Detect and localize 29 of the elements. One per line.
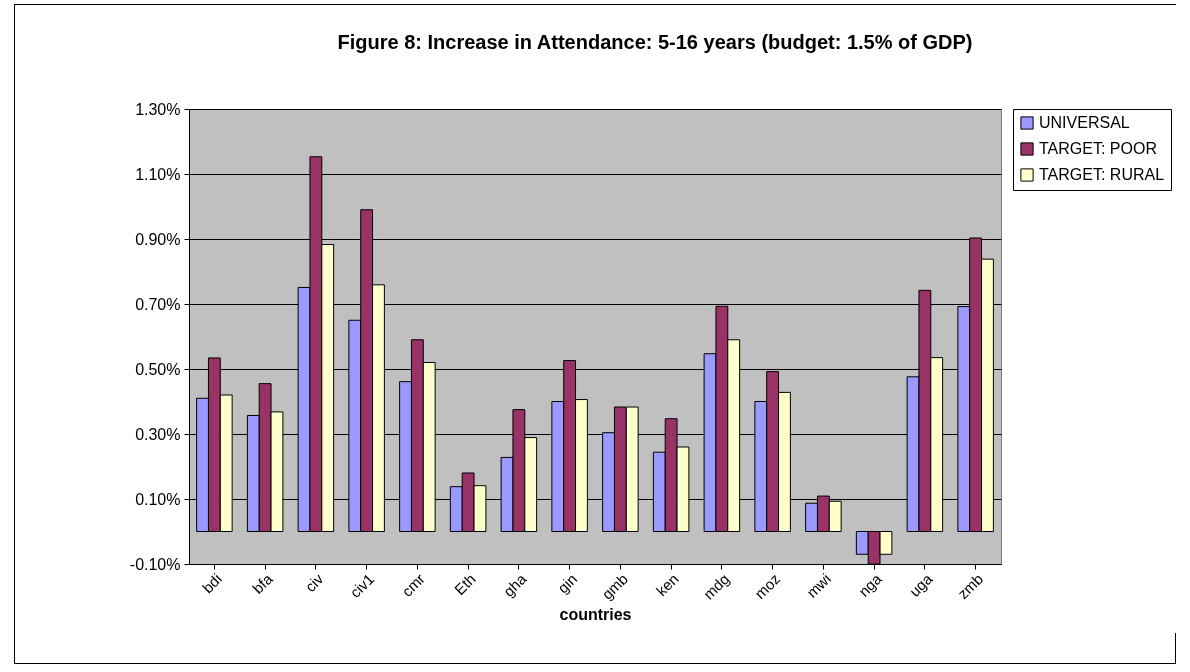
legend-label: UNIVERSAL	[1039, 114, 1130, 131]
x-tick-label: civ1	[346, 570, 378, 601]
x-tick-label: cmr	[398, 570, 428, 600]
x-tick-label: gha	[499, 569, 530, 600]
x-tick-label: bfa	[248, 569, 277, 597]
x-tick-label: civ	[301, 569, 327, 596]
legend-label: TARGET: RURAL	[1039, 166, 1165, 183]
x-tick-label: moz	[751, 570, 784, 603]
x-tick-label: gmb	[598, 570, 631, 603]
x-tick-label: gin	[554, 570, 581, 597]
chart-title: Figure 8: Increase in Attendance: 5-16 years (budget: 1.5% of GDP)	[337, 31, 973, 53]
y-tick-label: 0.10%	[135, 490, 181, 508]
x-tick-label: nga	[855, 569, 886, 600]
x-tick-label: mwi	[803, 570, 834, 601]
y-tick-label: -0.10%	[129, 555, 181, 573]
y-tick-label: 0.50%	[135, 360, 181, 378]
x-axis-title: countries	[559, 605, 632, 623]
y-tick-label: 1.10%	[135, 165, 181, 183]
y-tick-label: 0.90%	[135, 230, 181, 248]
x-tick-label: Eth	[450, 570, 479, 599]
x-tick-label: mdg	[699, 570, 733, 603]
x-tick-label: zmb	[954, 570, 987, 603]
y-tick-label: 0.70%	[135, 295, 181, 313]
x-tick-label: bdi	[198, 570, 225, 597]
x-tick-label: ken	[652, 570, 682, 600]
y-tick-label: 0.30%	[135, 425, 181, 443]
y-tick-label: 1.30%	[135, 100, 181, 118]
legend-label: TARGET: POOR	[1039, 140, 1157, 157]
x-tick-label: uga	[905, 569, 936, 600]
